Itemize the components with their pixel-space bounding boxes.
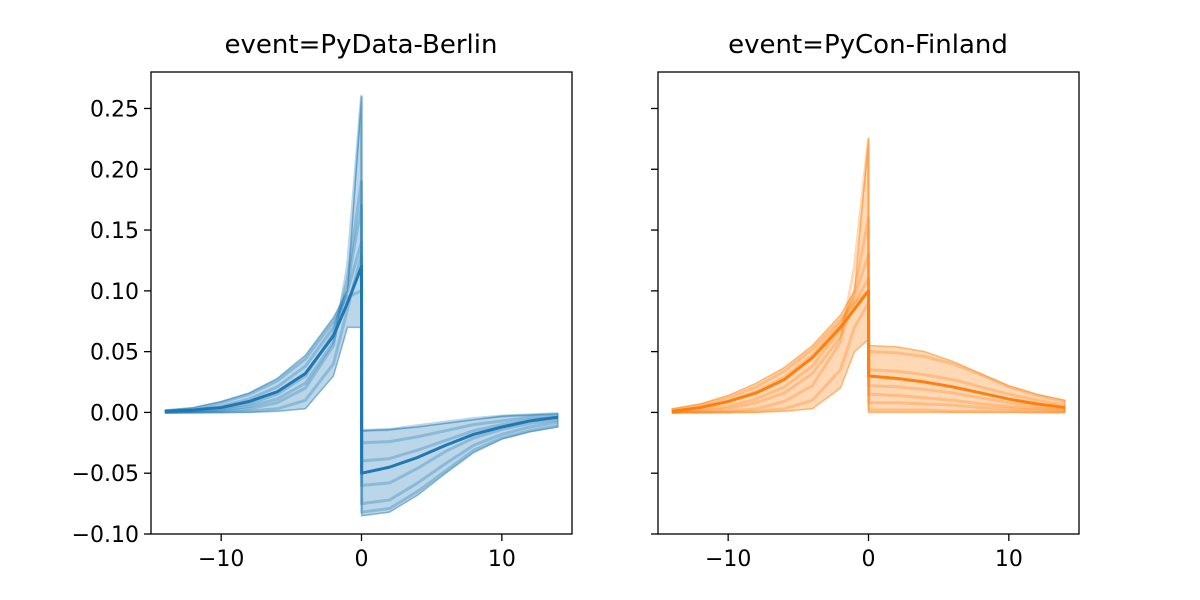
y-tick-label: 0.15 [90,219,139,244]
y-tick-label: −0.10 [72,523,139,548]
y-tick-label: 0.00 [90,401,139,426]
series-line-4 [672,137,1066,414]
subplot-title: event=PyCon-Finland [728,30,1008,60]
x-tick-label: 0 [862,547,876,572]
series-line-3 [671,216,1066,414]
series-line-4 [165,94,559,487]
confidence-band [671,138,1066,414]
y-tick-label: 0.25 [90,97,139,122]
series-line-2 [164,240,559,445]
subplot-pycon-finland: event=PyCon-Finland −10 0 10 [651,30,1080,572]
x-tick-label: −10 [705,547,751,572]
y-tick-label: 0.10 [90,280,139,305]
y-tick-label: −0.05 [72,462,139,487]
series-line-5 [164,204,559,506]
series-line-5 [671,277,1066,414]
y-tick-label: 0.20 [90,158,139,183]
series-line-6 [165,252,559,514]
mean-line [164,265,559,475]
y-tick-label: 0.05 [90,341,139,366]
series-line-3 [164,179,559,463]
x-tick-label: −10 [198,547,244,572]
axis-ticks: −10 0 10 −0.10 −0.05 0.00 0.05 0.10 0.15 0.20 0.25 [72,97,516,572]
mean-line [671,289,1066,413]
plot-area [164,94,559,517]
subplot-pydata-berlin: event=PyData-Berlin −10 0 10 −0.10 −0.05 0.00… [72,30,573,572]
x-tick-label: 0 [355,547,369,572]
x-tick-label: 10 [488,547,516,572]
x-tick-label: 10 [995,547,1023,572]
subplot-title: event=PyData-Berlin [225,30,498,60]
plot-area [671,137,1066,414]
axis-ticks: −10 0 10 [651,107,1023,572]
